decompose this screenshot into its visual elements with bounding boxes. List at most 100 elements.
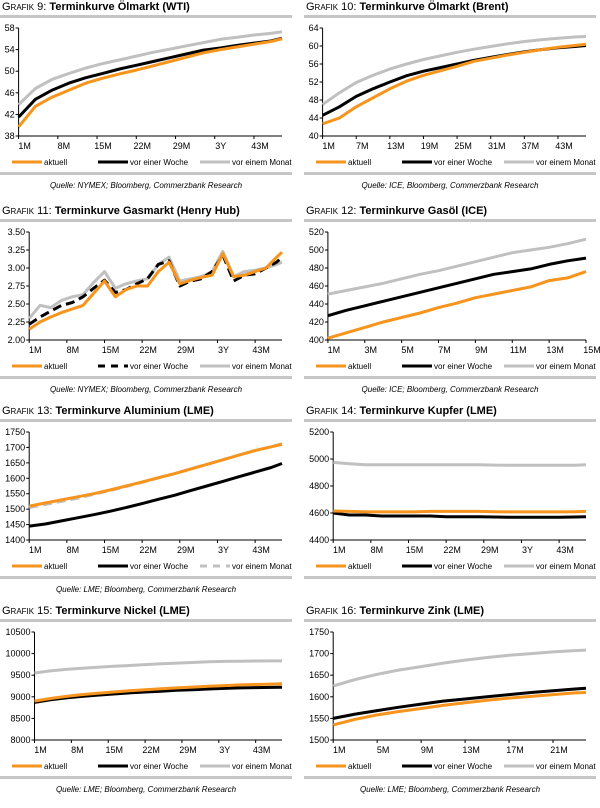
y-tick-label: 8500 bbox=[10, 713, 30, 723]
x-tick-label: 29M bbox=[481, 545, 499, 555]
legend-label-current: aktuell bbox=[44, 158, 67, 167]
legend-label-current: aktuell bbox=[44, 562, 67, 571]
x-tick-label: 43M bbox=[556, 545, 574, 555]
chart-source: Quelle: LME; Bloomberg, Commerzbank Rese… bbox=[359, 785, 541, 794]
x-tick-label: 7M bbox=[356, 141, 369, 151]
chart-source: Quelle: LME; Bloomberg, Commerzbank Rese… bbox=[55, 785, 237, 794]
y-tick-label: 3.25 bbox=[8, 245, 26, 255]
legend-label-month: vor einem Monat bbox=[536, 562, 596, 571]
chart-title: Grafik 12: Terminkurve Gasöl (ICE) bbox=[306, 205, 487, 217]
x-tick-label: 1M bbox=[29, 345, 42, 355]
x-tick-label: 15M bbox=[102, 545, 120, 555]
x-tick-label: 15M bbox=[583, 345, 600, 355]
legend-label-month: vor einem Monat bbox=[232, 562, 292, 571]
legend-label-month: vor einem Monat bbox=[232, 158, 292, 167]
x-tick-label: 22M bbox=[139, 545, 157, 555]
x-tick-label: 37M bbox=[522, 141, 540, 151]
y-tick-label: 1550 bbox=[5, 489, 25, 499]
x-tick-label: 43M bbox=[252, 345, 270, 355]
chart-title: Grafik 11: Terminkurve Gasmarkt (Henry H… bbox=[2, 205, 240, 217]
y-tick-label: 440 bbox=[309, 299, 324, 309]
y-tick-label: 38 bbox=[5, 131, 15, 141]
y-tick-label: 520 bbox=[309, 227, 324, 237]
x-tick-label: 22M bbox=[142, 745, 160, 755]
x-tick-label: 9M bbox=[475, 345, 488, 355]
chart-panel: Grafik 16: Terminkurve Zink (LME) Quelle:… bbox=[304, 604, 598, 804]
title-divider bbox=[304, 419, 596, 422]
footer-divider bbox=[0, 172, 292, 175]
y-tick-label: 1400 bbox=[5, 535, 25, 545]
chart-title-text: Terminkurve Zink (LME) bbox=[359, 605, 485, 617]
y-tick-label: 1600 bbox=[5, 473, 25, 483]
y-tick-label: 420 bbox=[309, 317, 324, 327]
chart-panel: Grafik 11: Terminkurve Gasmarkt (Henry H… bbox=[0, 204, 294, 404]
chart-title-text: Terminkurve Aluminium (LME) bbox=[55, 405, 214, 417]
series-line-current bbox=[34, 682, 283, 703]
line-chart: 2.00 2.25 2.50 2.75 3.00 3.25 3.50 1M 8M 15M 22M 29… bbox=[8, 227, 293, 371]
y-tick-label: 1750 bbox=[5, 427, 25, 437]
footer-divider bbox=[304, 776, 596, 779]
x-tick-label: 8M bbox=[71, 745, 84, 755]
series-line-month bbox=[332, 648, 587, 688]
legend-label-week: vor einer Woche bbox=[434, 158, 493, 167]
y-tick-label: 58 bbox=[5, 23, 15, 33]
x-tick-label: 15M bbox=[102, 345, 120, 355]
legend-label-week: vor einer Woche bbox=[130, 562, 189, 571]
y-tick-label: 48 bbox=[309, 95, 319, 105]
chart-title-text: Terminkurve Ölmarkt (Brent) bbox=[359, 1, 509, 13]
legend-label-week: vor einer Woche bbox=[434, 762, 493, 771]
y-tick-label: 60 bbox=[309, 41, 319, 51]
legend-label-month: vor einem Monat bbox=[232, 362, 292, 371]
legend-label-month: vor einem Monat bbox=[536, 762, 596, 771]
x-tick-label: 3Y bbox=[522, 545, 533, 555]
legend-label-current: aktuell bbox=[44, 762, 67, 771]
x-tick-label: 29M bbox=[179, 745, 197, 755]
y-tick-label: 1500 bbox=[5, 504, 25, 514]
y-tick-label: 2.25 bbox=[8, 317, 26, 327]
x-tick-label: 13M bbox=[462, 745, 480, 755]
x-tick-label: 1M bbox=[29, 545, 42, 555]
y-tick-label: 50 bbox=[5, 66, 15, 76]
footer-divider bbox=[0, 776, 292, 779]
y-tick-label: 1650 bbox=[309, 670, 329, 680]
chart-panel: Grafik 10: Terminkurve Ölmarkt (Brent) Qu… bbox=[304, 0, 598, 200]
x-tick-label: 5M bbox=[377, 745, 390, 755]
chart-title-text: Terminkurve Gasöl (ICE) bbox=[359, 205, 488, 217]
y-tick-label: 1750 bbox=[309, 627, 329, 637]
x-tick-label: 31M bbox=[488, 141, 506, 151]
y-tick-label: 2.50 bbox=[8, 299, 26, 309]
y-tick-label: 1450 bbox=[5, 520, 25, 530]
title-divider bbox=[304, 619, 596, 622]
x-tick-label: 13M bbox=[546, 345, 564, 355]
y-tick-label: 460 bbox=[309, 281, 324, 291]
series-line-current bbox=[333, 509, 587, 514]
chart-number: Grafik 13: bbox=[2, 405, 53, 417]
line-chart: 1400 1450 1500 1550 1600 1650 1700 1750 1M 8M 15M 2… bbox=[5, 427, 292, 571]
x-tick-label: 19M bbox=[421, 141, 439, 151]
series-line-month bbox=[28, 249, 283, 320]
x-tick-label: 22M bbox=[443, 545, 461, 555]
y-tick-label: 4400 bbox=[309, 535, 329, 545]
series-line-current bbox=[28, 251, 284, 331]
chart-panel: Grafik 13: Terminkurve Aluminium (LME) Qu… bbox=[0, 404, 294, 604]
legend-label-week: vor einer Woche bbox=[434, 562, 493, 571]
title-divider bbox=[304, 15, 596, 18]
line-chart: 8000 8500 9000 9500 10000 10500 1M 8M 15M 22M 29M 3… bbox=[5, 627, 292, 771]
series-line-current bbox=[17, 37, 283, 128]
x-tick-label: 1M bbox=[322, 141, 335, 151]
x-tick-label: 13M bbox=[387, 141, 405, 151]
series-line-week bbox=[28, 253, 284, 326]
y-tick-label: 56 bbox=[309, 59, 319, 69]
y-tick-label: 1700 bbox=[5, 442, 25, 452]
chart-source: Quelle: ICE, Bloomberg, Commerzbank Rese… bbox=[361, 181, 539, 190]
x-tick-label: 3M bbox=[365, 345, 378, 355]
chart-title-text: Terminkurve Gasmarkt (Henry Hub) bbox=[54, 205, 240, 217]
chart-number: Grafik 11: bbox=[2, 205, 52, 217]
y-tick-label: 5000 bbox=[309, 454, 329, 464]
chart-title: Grafik 14: Terminkurve Kupfer (LME) bbox=[306, 405, 497, 417]
chart-title-text: Terminkurve Kupfer (LME) bbox=[359, 405, 497, 417]
chart-number: Grafik 14: bbox=[306, 405, 357, 417]
y-tick-label: 9500 bbox=[10, 670, 30, 680]
footer-divider bbox=[304, 576, 596, 579]
legend-label-month: vor einem Monat bbox=[232, 762, 292, 771]
